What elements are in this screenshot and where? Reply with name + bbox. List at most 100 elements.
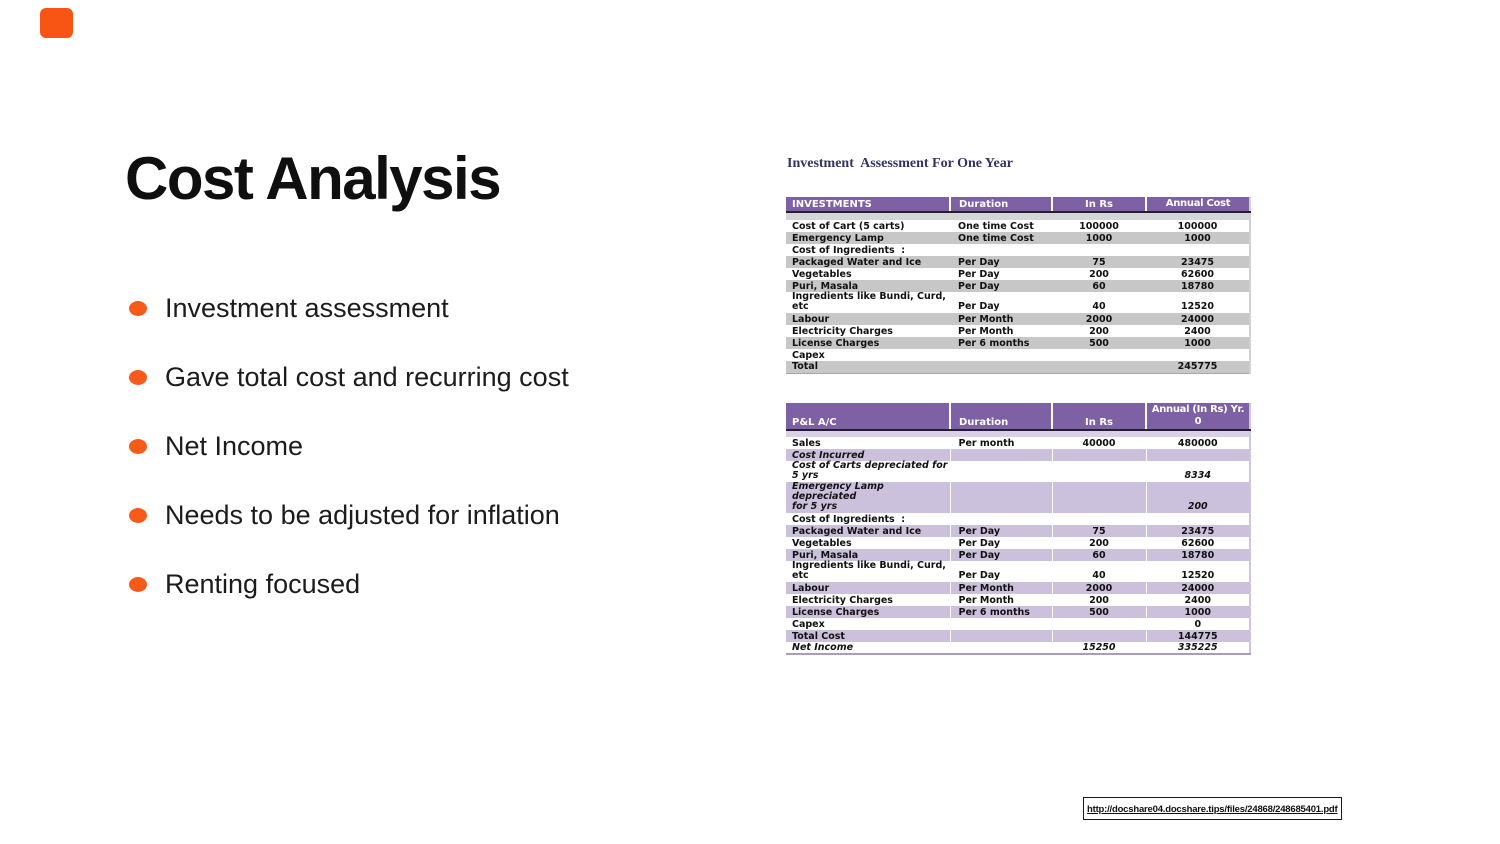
table-cell: Vegetables bbox=[792, 537, 852, 549]
table-cell: Per Day bbox=[949, 549, 1052, 561]
table-cell: Capex bbox=[792, 618, 825, 630]
table-cell bbox=[950, 349, 1052, 361]
table-cell: 1000 bbox=[1052, 232, 1146, 244]
table-cell bbox=[1051, 449, 1146, 461]
table-cell: Per month bbox=[949, 437, 1052, 449]
table-cell: 1000 bbox=[1146, 232, 1250, 244]
table-row: Labour Per Month 2000 24000 bbox=[786, 582, 1250, 594]
column-header: Duration bbox=[949, 403, 1052, 431]
table-cell: Per Month bbox=[949, 582, 1052, 594]
bullet-text: Investment assessment bbox=[165, 293, 449, 323]
table-cell bbox=[1052, 361, 1146, 373]
table-cell: 18780 bbox=[1145, 549, 1250, 561]
table-cell bbox=[949, 642, 1052, 654]
table-row: Vegetables Per Day 200 62600 bbox=[786, 268, 1250, 280]
table-row: Emergency Lamp One time Cost 1000 1000 bbox=[786, 232, 1250, 244]
figure-heading: Investment Assessment For One Year bbox=[787, 156, 1013, 171]
table-cell: 500 bbox=[1052, 337, 1146, 349]
table-row: Electricity Charges Per Month 200 2400 bbox=[786, 594, 1250, 606]
table-cell: 500 bbox=[1051, 606, 1146, 618]
page-title: Cost Analysis bbox=[125, 145, 502, 212]
table-cell: Puri, Masala bbox=[786, 280, 950, 292]
bullet-dot-icon bbox=[129, 508, 147, 523]
table-row: Total Cost 144775 bbox=[786, 630, 1250, 642]
table-cell: Packaged Water and Ice bbox=[786, 256, 950, 268]
table-cell: Total Cost bbox=[786, 630, 950, 642]
table-cell: Cost of Ingredients : bbox=[792, 513, 906, 525]
table-cell: 12520 bbox=[1180, 301, 1215, 312]
table-cell: 335225 bbox=[1145, 642, 1250, 654]
pnl-table: P&L A/C Duration In Rs Annual (In Rs) Yr. 0… bbox=[786, 403, 1251, 655]
table-cell: 15250 bbox=[1051, 642, 1146, 654]
table-cell: 62600 bbox=[1180, 268, 1215, 280]
table-row: Puri, Masala Per Day 60 18780 bbox=[786, 549, 1250, 561]
table-cell: 60 bbox=[1051, 549, 1146, 561]
table-cell: Vegetables bbox=[792, 268, 852, 280]
table-cell: 24000 bbox=[1145, 582, 1250, 594]
column-header: Annual Cost bbox=[1145, 197, 1250, 213]
table-cell bbox=[1145, 513, 1250, 525]
source-link[interactable]: http://docshare04.docshare.tips/files/24… bbox=[1087, 804, 1338, 815]
bullet-dot-icon bbox=[129, 439, 147, 454]
table-row: Cost of Ingredients : bbox=[786, 513, 1250, 525]
table-header-row: P&L A/C Duration In Rs Annual (In Rs) Yr. 0 bbox=[786, 403, 1250, 431]
table-cell: 62600 bbox=[1145, 537, 1250, 549]
table-cell: Sales bbox=[792, 437, 821, 449]
table-cell bbox=[1146, 349, 1250, 361]
table-cell: 100000 bbox=[1079, 220, 1119, 232]
table-cell: 2400 bbox=[1184, 325, 1211, 337]
table-cell: 200 bbox=[1051, 537, 1146, 549]
table-row: Cost Incurred bbox=[786, 449, 1250, 461]
table-cell: Per Day bbox=[958, 268, 1000, 280]
table-cell bbox=[1051, 461, 1146, 482]
table-cell: 200 bbox=[1089, 268, 1109, 280]
table-cell: 2000 bbox=[1052, 313, 1146, 325]
table-cell: One time Cost bbox=[958, 220, 1034, 232]
table-cell bbox=[950, 361, 1052, 373]
table-row: Cost of Ingredients : bbox=[786, 244, 1250, 256]
table-cell bbox=[949, 461, 1052, 482]
table-row: License Charges Per 6 months 500 1000 bbox=[786, 606, 1250, 618]
table-cell: 200 bbox=[1089, 325, 1109, 337]
table-cell: Emergency Lamp bbox=[786, 232, 950, 244]
investments-table: INVESTMENTS Duration In Rs Annual Cost Cost … bbox=[786, 197, 1251, 374]
table-cell: 75 bbox=[1051, 525, 1146, 537]
accent-logo-mark bbox=[40, 8, 73, 38]
table-cell: Capex bbox=[792, 349, 825, 361]
bullet-text: Net Income bbox=[165, 431, 304, 461]
table-cell: Per Day bbox=[949, 561, 1052, 582]
table-cell: 60 bbox=[1052, 280, 1146, 292]
table-cell bbox=[1052, 244, 1146, 256]
bullet-item: Investment assessment bbox=[129, 274, 569, 343]
table-cell: Electricity Charges bbox=[792, 594, 893, 606]
table-cell bbox=[1051, 513, 1146, 525]
table-cell: 40 bbox=[1092, 301, 1106, 312]
table-cell: 2000 bbox=[1051, 582, 1146, 594]
table-row: Packaged Water and Ice Per Day 75 23475 bbox=[786, 525, 1250, 537]
table-row: Total 245775 bbox=[786, 361, 1250, 373]
table-cell: Cost of Ingredients : bbox=[792, 244, 906, 256]
table-row: Ingredients like Bundi, Curd, etc Per Day… bbox=[786, 561, 1250, 582]
table-cell: 480000 bbox=[1145, 437, 1250, 449]
table-cell: 23475 bbox=[1145, 525, 1250, 537]
table-cell: Ingredients like Bundi, Curd, etc bbox=[792, 291, 946, 312]
table-cell: Per Day bbox=[950, 256, 1052, 268]
table-cell bbox=[949, 482, 1052, 513]
table-cell: Per Day bbox=[949, 537, 1052, 549]
table-cell: Per Month bbox=[949, 594, 1052, 606]
table-cell: 200 bbox=[1145, 482, 1250, 513]
table-cell: Per 6 months bbox=[949, 606, 1052, 618]
table-cell: 1000 bbox=[1146, 337, 1250, 349]
bullet-list: Investment assessment Gave total cost and… bbox=[129, 274, 569, 619]
table-row: Cost of Cart (5 carts) One time Cost 10000… bbox=[786, 220, 1250, 232]
table-cell: 1000 bbox=[1145, 606, 1250, 618]
table-cell: License Charges bbox=[786, 337, 950, 349]
table-cell: Per Month bbox=[958, 325, 1014, 337]
table-cell: Per Day bbox=[950, 280, 1052, 292]
table-cell: 0 bbox=[1145, 618, 1250, 630]
table-cell bbox=[1051, 618, 1146, 630]
table-cell: Labour bbox=[786, 582, 950, 594]
table-cell: Packaged Water and Ice bbox=[786, 525, 950, 537]
table-cell: 75 bbox=[1052, 256, 1146, 268]
table-cell: 200 bbox=[1051, 594, 1146, 606]
